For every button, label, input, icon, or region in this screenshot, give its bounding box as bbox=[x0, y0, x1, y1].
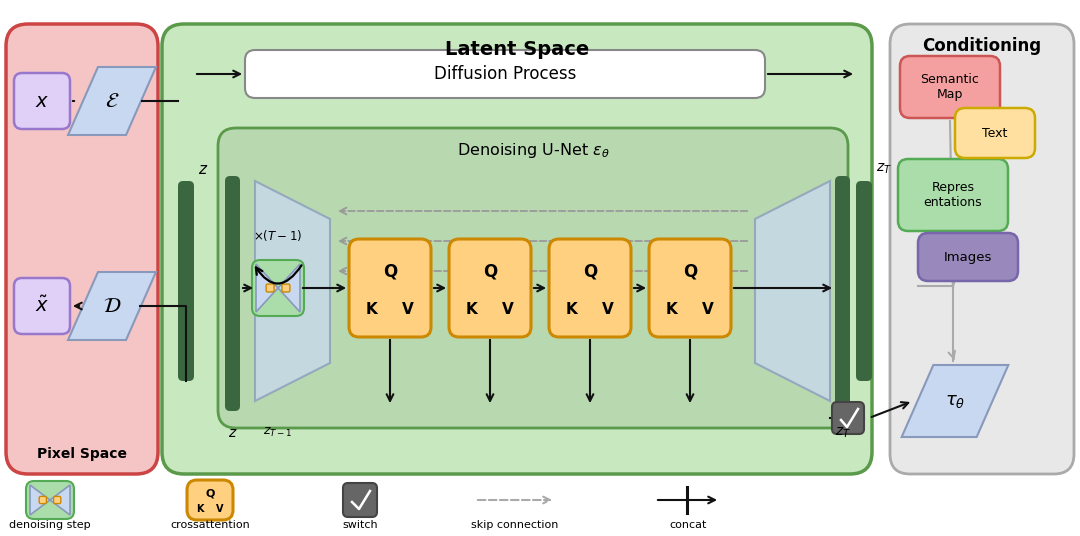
FancyBboxPatch shape bbox=[282, 284, 289, 292]
Text: Pixel Space: Pixel Space bbox=[37, 447, 127, 461]
FancyBboxPatch shape bbox=[343, 483, 377, 517]
Text: Q: Q bbox=[583, 262, 597, 280]
Text: crossattention: crossattention bbox=[171, 520, 249, 530]
FancyBboxPatch shape bbox=[14, 278, 70, 334]
Text: $x$: $x$ bbox=[35, 92, 49, 110]
Text: $\mathcal{D}$: $\mathcal{D}$ bbox=[103, 296, 121, 316]
Text: V: V bbox=[402, 302, 414, 317]
Polygon shape bbox=[50, 485, 70, 515]
FancyBboxPatch shape bbox=[890, 24, 1074, 474]
Text: $\mathcal{E}$: $\mathcal{E}$ bbox=[105, 91, 119, 111]
FancyBboxPatch shape bbox=[252, 260, 303, 316]
FancyBboxPatch shape bbox=[245, 50, 765, 98]
Polygon shape bbox=[278, 264, 300, 312]
FancyBboxPatch shape bbox=[918, 233, 1018, 281]
Polygon shape bbox=[902, 365, 1009, 437]
FancyBboxPatch shape bbox=[449, 239, 531, 337]
Text: concat: concat bbox=[670, 520, 706, 530]
Text: switch: switch bbox=[342, 520, 378, 530]
Text: Q: Q bbox=[483, 262, 497, 280]
Text: Repres
entations: Repres entations bbox=[923, 181, 983, 209]
FancyBboxPatch shape bbox=[897, 159, 1008, 231]
Text: $z_{T-1}$: $z_{T-1}$ bbox=[264, 426, 293, 439]
FancyBboxPatch shape bbox=[39, 496, 46, 504]
Text: skip connection: skip connection bbox=[471, 520, 558, 530]
FancyBboxPatch shape bbox=[900, 56, 1000, 118]
Text: Conditioning: Conditioning bbox=[922, 37, 1041, 55]
Text: Q: Q bbox=[383, 262, 397, 280]
Text: Text: Text bbox=[983, 126, 1008, 139]
FancyBboxPatch shape bbox=[835, 176, 850, 411]
Text: K: K bbox=[566, 302, 578, 317]
Text: Q: Q bbox=[683, 262, 697, 280]
FancyBboxPatch shape bbox=[349, 239, 431, 337]
Polygon shape bbox=[30, 485, 50, 515]
FancyBboxPatch shape bbox=[178, 181, 194, 381]
FancyBboxPatch shape bbox=[649, 239, 731, 337]
Text: Latent Space: Latent Space bbox=[445, 40, 589, 58]
FancyBboxPatch shape bbox=[266, 284, 274, 292]
FancyBboxPatch shape bbox=[549, 239, 631, 337]
Text: Q: Q bbox=[205, 488, 215, 498]
FancyBboxPatch shape bbox=[6, 24, 158, 474]
Text: $\times(T-1)$: $\times(T-1)$ bbox=[254, 228, 302, 243]
FancyBboxPatch shape bbox=[26, 481, 75, 519]
Text: $\tilde{x}$: $\tilde{x}$ bbox=[35, 296, 49, 316]
FancyBboxPatch shape bbox=[54, 496, 60, 504]
Text: $z_T$: $z_T$ bbox=[835, 426, 850, 441]
Text: K: K bbox=[197, 504, 204, 514]
FancyBboxPatch shape bbox=[162, 24, 872, 474]
FancyBboxPatch shape bbox=[955, 108, 1035, 158]
FancyBboxPatch shape bbox=[856, 181, 872, 381]
Polygon shape bbox=[68, 67, 156, 135]
FancyBboxPatch shape bbox=[218, 128, 848, 428]
Polygon shape bbox=[255, 181, 330, 401]
Text: $z_T$: $z_T$ bbox=[876, 162, 892, 176]
Text: V: V bbox=[502, 302, 514, 317]
Text: K: K bbox=[666, 302, 678, 317]
Text: K: K bbox=[366, 302, 378, 317]
FancyBboxPatch shape bbox=[14, 73, 70, 129]
Text: Diffusion Process: Diffusion Process bbox=[434, 65, 577, 83]
Text: V: V bbox=[216, 504, 224, 514]
FancyBboxPatch shape bbox=[225, 176, 240, 411]
Text: Semantic
Map: Semantic Map bbox=[920, 73, 980, 101]
Text: V: V bbox=[702, 302, 714, 317]
Text: V: V bbox=[603, 302, 613, 317]
Text: Images: Images bbox=[944, 250, 993, 264]
Polygon shape bbox=[755, 181, 831, 401]
Polygon shape bbox=[256, 264, 278, 312]
FancyBboxPatch shape bbox=[187, 480, 233, 520]
Text: $z$: $z$ bbox=[228, 426, 238, 440]
Text: denoising step: denoising step bbox=[10, 520, 91, 530]
Text: $z$: $z$ bbox=[198, 161, 208, 176]
Polygon shape bbox=[68, 272, 156, 340]
Text: Denoising U-Net $\epsilon_\theta$: Denoising U-Net $\epsilon_\theta$ bbox=[457, 140, 609, 160]
Text: K: K bbox=[467, 302, 477, 317]
Text: $\tau_\theta$: $\tau_\theta$ bbox=[945, 392, 966, 410]
FancyBboxPatch shape bbox=[832, 402, 864, 434]
